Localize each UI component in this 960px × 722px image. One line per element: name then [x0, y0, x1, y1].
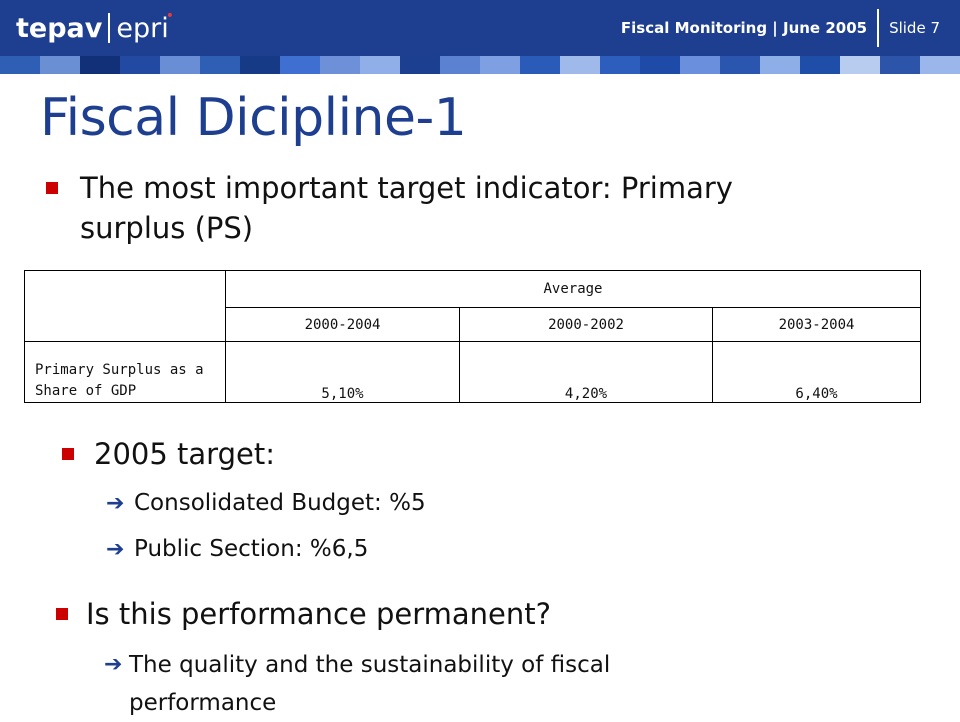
arrow-right-icon: ➔ [106, 491, 125, 516]
bullet-text: 2005 target: [94, 437, 275, 471]
strip-segment [240, 56, 280, 74]
table-row-label: Primary Surplus as a Share of GDP [24, 341, 226, 403]
presentation-title: Fiscal Monitoring | June 2005 [620, 19, 868, 37]
strip-segment [560, 56, 600, 74]
strip-segment [440, 56, 480, 74]
table-column-header: 2000-2002 [459, 307, 713, 342]
table-column-header: 2000-2004 [225, 307, 460, 342]
arrow-right-icon: ➔ [104, 652, 123, 677]
arrow-right-icon: ➔ [106, 537, 125, 562]
strip-segment [880, 56, 920, 74]
table-group-header: Average [225, 270, 921, 308]
strip-segment [120, 56, 160, 74]
strip-segment [640, 56, 680, 74]
table-row: Primary Surplus as a Share of GDP 5,10% … [24, 341, 921, 403]
slide-number: Slide 7 [889, 19, 940, 37]
strip-segment [40, 56, 80, 74]
table-cell: 6,40% [712, 341, 921, 403]
strip-segment [680, 56, 720, 74]
decorative-color-strip [0, 56, 960, 74]
slide-title: Fiscal Dicipline-1 [40, 88, 467, 148]
logo-dot-icon: • [165, 8, 174, 24]
header-right: Fiscal Monitoring | June 2005 Slide 7 [621, 8, 940, 48]
sub-bullet-text: The quality and the sustainability of fi… [129, 652, 611, 716]
square-bullet-icon [46, 182, 58, 194]
strip-segment [320, 56, 360, 74]
sub-bullet: ➔ Consolidated Budget: %5 [106, 488, 426, 519]
strip-segment [280, 56, 320, 74]
logo: tepav epri • [16, 8, 177, 48]
table-header-row: Average [24, 270, 921, 342]
table-column-header: 2003-2004 [712, 307, 921, 342]
square-bullet-icon [56, 608, 68, 620]
header-divider [877, 9, 880, 47]
sub-bullet-text: Public Section: %6,5 [134, 536, 369, 562]
header-bar: tepav epri • Fiscal Monitoring | June 20… [0, 0, 960, 56]
table-corner-cell [24, 270, 226, 342]
strip-segment [480, 56, 520, 74]
table-column-row: 2000-2004 2000-2002 2003-2004 [25, 307, 921, 342]
strip-segment [760, 56, 800, 74]
table-cell: 5,10% [225, 341, 460, 403]
strip-segment [840, 56, 880, 74]
strip-segment [520, 56, 560, 74]
strip-segment [0, 56, 40, 74]
strip-segment [400, 56, 440, 74]
strip-segment [160, 56, 200, 74]
strip-segment [800, 56, 840, 74]
primary-surplus-table: Average 2000-2004 2000-2002 2003-2004 Pr… [24, 270, 921, 403]
square-bullet-icon [62, 448, 74, 460]
bullet-text: Is this performance permanent? [86, 597, 552, 631]
sub-bullet: ➔ Public Section: %6,5 [106, 534, 368, 565]
table-cell: 4,20% [459, 341, 713, 403]
strip-segment [920, 56, 960, 74]
logo-divider [108, 13, 111, 43]
logo-epri: epri [116, 12, 169, 44]
strip-segment [80, 56, 120, 74]
logo-tepav: tepav [16, 12, 103, 44]
bullet-text: The most important target indicator: Pri… [80, 171, 733, 245]
strip-segment [600, 56, 640, 74]
strip-segment [200, 56, 240, 74]
strip-segment [720, 56, 760, 74]
sub-bullet-text: Consolidated Budget: %5 [134, 490, 426, 516]
strip-segment [360, 56, 400, 74]
sub-bullet: ➔ The quality and the sustainability of f… [104, 646, 744, 722]
